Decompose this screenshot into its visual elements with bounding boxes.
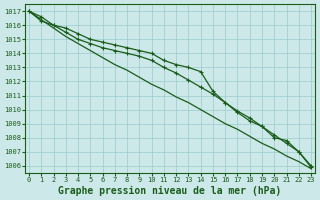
X-axis label: Graphe pression niveau de la mer (hPa): Graphe pression niveau de la mer (hPa) (59, 186, 282, 196)
